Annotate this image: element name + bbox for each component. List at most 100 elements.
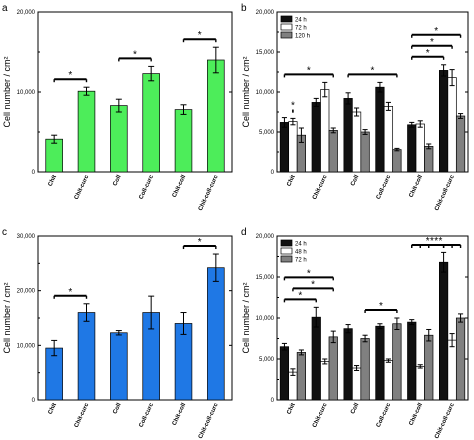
bar (383, 106, 394, 173)
x-tick-label: Coll (350, 174, 360, 187)
significance-star: * (198, 237, 202, 248)
x-tick-label: Coll (112, 402, 122, 415)
x-tick-label: Chit-coll (408, 174, 424, 199)
legend-label: 24 h (295, 18, 307, 24)
panel-a: 0 10,000 20,000 Cell number / cm² a Chit Chit-… (2, 3, 233, 212)
y-tick-label: 10,000 (256, 90, 275, 96)
bar (207, 59, 225, 173)
panel-d: 0 5,000 10,000 15,000 20,000 Cell number / cm… (241, 227, 469, 440)
y-tick-label: 15,000 (256, 275, 275, 281)
bar (328, 130, 338, 173)
bar (415, 366, 425, 401)
bar (455, 317, 466, 401)
legend-swatch (280, 31, 293, 39)
significance-star: * (307, 268, 311, 279)
bar (375, 325, 385, 401)
legend-swatch (280, 247, 293, 255)
legend-swatch (280, 23, 293, 31)
bar (392, 323, 402, 401)
x-tick-label: Chit (48, 402, 58, 415)
bar (415, 123, 425, 173)
y-axis-label: Cell number / cm² (2, 56, 12, 127)
y-tick-label: 20,000 (17, 289, 36, 295)
x-tick-label: Chit-curc (312, 402, 329, 429)
bar (45, 138, 63, 173)
y-tick-label: 5,000 (259, 357, 275, 363)
bar (424, 146, 434, 173)
bar (343, 328, 353, 401)
x-tick-label: Coll-curc (376, 174, 393, 201)
legend-swatch (280, 239, 293, 247)
significance-star: * (291, 101, 295, 112)
panel-letter: b (241, 3, 247, 14)
y-tick-label: 20,000 (17, 10, 36, 16)
bar (424, 334, 434, 401)
y-tick-label: 20,000 (256, 234, 275, 240)
significance-star: * (68, 70, 72, 81)
bar (392, 149, 402, 173)
legend-label: 24 h (295, 242, 307, 248)
x-tick-label: Coll-curc (376, 402, 393, 429)
x-tick-label: Chit-coll-curc (198, 402, 220, 440)
legend-swatch (280, 15, 293, 23)
legend-label: 72 h (295, 26, 307, 32)
bar (439, 261, 449, 401)
panel-c: 0 10,000 20,000 30,000 Cell number / cm² c Chi… (2, 227, 233, 440)
bar (320, 361, 330, 401)
y-tick-label: 30,000 (17, 234, 36, 240)
significance-star: * (198, 30, 202, 41)
bar (320, 89, 330, 173)
legend-label: 120 h (295, 34, 310, 40)
significance-star: * (430, 236, 434, 247)
bar (296, 352, 306, 401)
panel-letter: a (2, 3, 8, 14)
bar (447, 339, 457, 401)
axes-frame (37, 11, 233, 173)
bar (328, 336, 338, 401)
bar (174, 323, 193, 401)
x-tick-label: Coll (350, 402, 360, 415)
y-tick-label: 0 (271, 398, 275, 404)
significance-star: * (438, 236, 442, 247)
x-tick-label: Coll-curc (139, 174, 156, 201)
y-tick-label: 0 (271, 170, 275, 176)
legend-label: 72 h (295, 258, 307, 264)
y-tick-label: 10,000 (17, 90, 36, 96)
panel-b: 0 5,000 10,000 15,000 20,000 Cell number / cm… (241, 3, 469, 212)
significance-star: * (311, 279, 315, 290)
bar (407, 124, 417, 173)
panel-letter: c (2, 227, 7, 238)
bar (311, 316, 321, 401)
bar (288, 371, 298, 401)
bar (360, 131, 370, 173)
bar (407, 321, 417, 401)
significance-star: * (298, 290, 302, 301)
y-tick-label: 10,000 (17, 343, 36, 349)
legend-swatch (280, 255, 293, 263)
bar (142, 73, 160, 173)
significance-star: * (426, 48, 430, 59)
bar (439, 70, 449, 173)
significance-star: * (430, 37, 434, 48)
y-tick-label: 20,000 (256, 10, 275, 16)
x-tick-label: Chit-coll (408, 402, 424, 427)
y-tick-label: 10,000 (256, 316, 275, 322)
significance-star: * (68, 287, 72, 298)
significance-star: * (379, 301, 383, 312)
bar (174, 109, 193, 173)
bar (110, 105, 128, 173)
bar (447, 77, 457, 173)
bar (311, 102, 321, 173)
y-tick-label: 0 (32, 398, 36, 404)
bar (383, 360, 394, 401)
bar (360, 338, 370, 401)
bar (77, 312, 96, 401)
x-tick-label: Chit (48, 174, 58, 187)
panel-letter: d (241, 227, 247, 238)
bar (279, 122, 290, 173)
bar (351, 367, 362, 401)
bar (77, 90, 96, 173)
bar (288, 121, 298, 173)
x-tick-label: Chit-curc (74, 174, 91, 201)
